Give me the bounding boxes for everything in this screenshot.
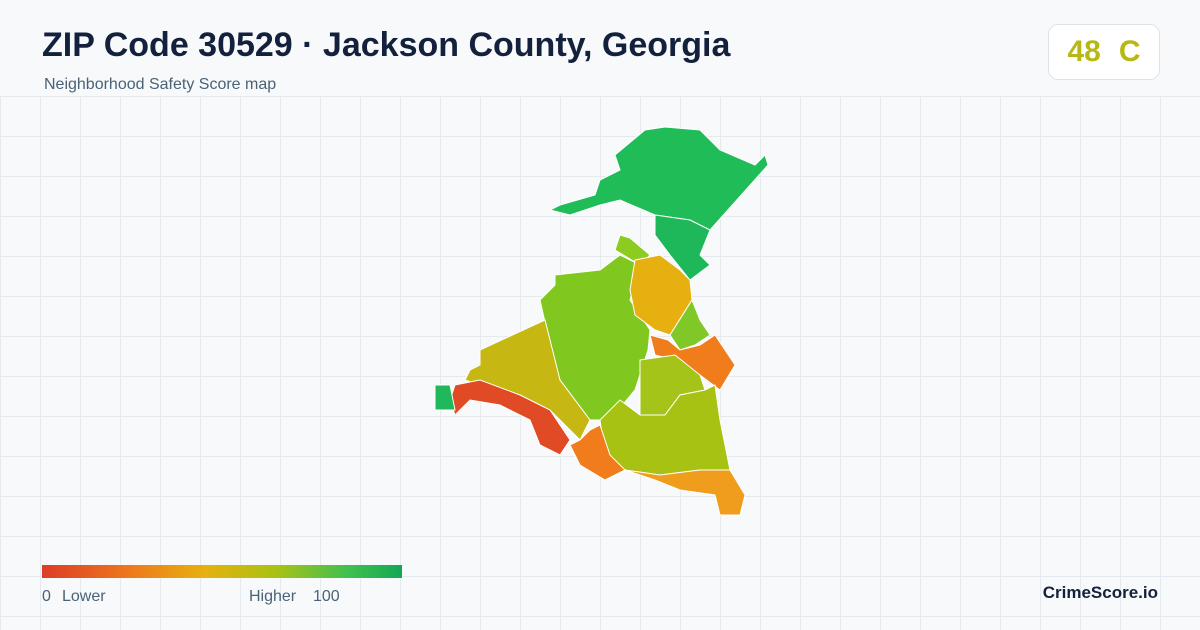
region (669, 298, 711, 351)
legend-min-label: Lower (62, 588, 106, 605)
legend-min: 0 (42, 588, 51, 605)
region (449, 379, 571, 456)
region (654, 214, 711, 281)
region (434, 384, 456, 411)
title: ZIP Code 30529 · Jackson County, Georgia (42, 26, 731, 64)
region (624, 469, 746, 516)
legend-max-label: Higher (249, 588, 297, 605)
score-value: 48 (1067, 35, 1101, 68)
score-badge: 48 C (1048, 24, 1160, 80)
legend-max: 100 (313, 588, 340, 605)
legend-gradient (42, 565, 402, 578)
score-grade: C (1118, 35, 1141, 68)
brand: CrimeScore.io (1042, 583, 1158, 602)
region (548, 126, 769, 231)
subtitle: Neighborhood Safety Score map (44, 76, 277, 93)
region (569, 424, 626, 481)
